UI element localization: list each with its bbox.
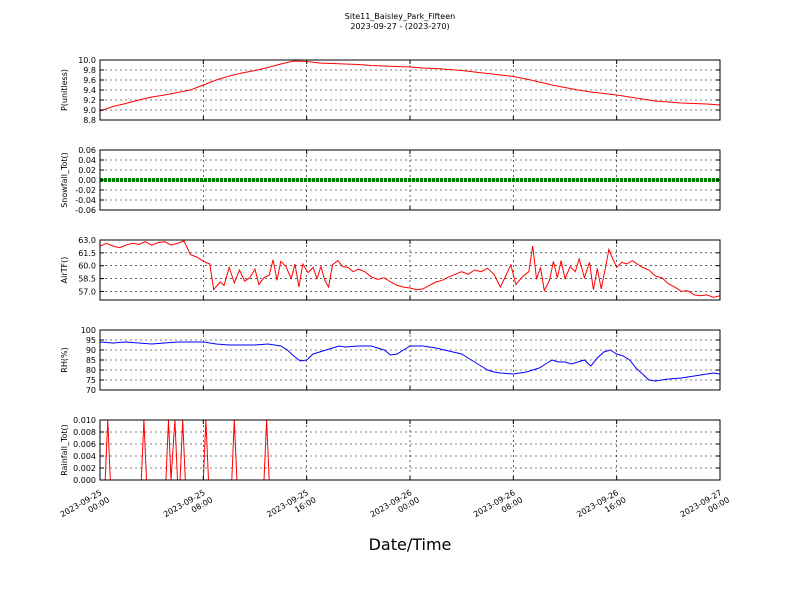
y-tick-label: 75 <box>86 376 96 385</box>
y-tick-label: 0.02 <box>78 166 96 175</box>
panel-1: 10.09.89.69.49.29.08.8 P(unitless) <box>60 56 721 125</box>
y-tick-label: 58.5 <box>78 275 96 284</box>
y-tick-label: 60.0 <box>78 262 96 271</box>
panel-2: 0.060.040.020.00-0.02-0.04-0.06 Snowfall_… <box>60 146 721 215</box>
y-tick-label: 90 <box>86 346 96 355</box>
series-line <box>100 240 720 298</box>
x-axis-label: Date/Time <box>369 535 452 554</box>
y-axis-label: AirTF() <box>60 257 69 284</box>
y-tick-label: 10.0 <box>78 56 96 65</box>
y-tick-label: -0.04 <box>75 196 96 205</box>
y-tick-label: 0.010 <box>73 416 96 425</box>
y-tick-label: 0.00 <box>78 176 96 185</box>
y-axis-label: P(unitless) <box>60 69 69 111</box>
y-axis-label: Snowfall_Tot() <box>60 152 69 208</box>
panel-5: 0.010 0.008 0.006 0.004 0.002 0.000 Rainfall_T… <box>60 416 721 485</box>
y-tick-label: 63.0 <box>78 236 96 245</box>
y-tick-label: 0.04 <box>78 156 96 165</box>
panels: 10.09.89.69.49.29.08.8P(unitless)0.060.0… <box>60 56 721 485</box>
y-tick-label: 100 <box>81 326 96 335</box>
y-tick-label: 0.002 <box>73 464 96 473</box>
chart-title: Site11_Baisley_Park_Fifteen <box>345 12 455 21</box>
y-tick-label: -0.06 <box>75 206 96 215</box>
y-tick-label: 8.8 <box>83 116 96 125</box>
y-tick-label: 0.006 <box>73 440 96 449</box>
y-tick-label: 85 <box>86 356 96 365</box>
y-tick-label: 9.6 <box>83 76 96 85</box>
panel-3: 63.0 61.5 60.0 58.5 57.0 AirTF() <box>60 236 721 301</box>
y-tick-label: 9.4 <box>83 86 96 95</box>
y-tick-label: 9.8 <box>83 66 96 75</box>
y-tick-label: 61.5 <box>78 249 96 258</box>
y-tick-label: 70 <box>86 386 96 395</box>
y-tick-label: 80 <box>86 366 96 375</box>
y-tick-label: 0.004 <box>73 452 96 461</box>
y-tick-label: 9.2 <box>83 96 96 105</box>
y-tick-label: 0.000 <box>73 476 96 485</box>
y-axis-label: Rainfall_Tot() <box>60 424 69 476</box>
y-tick-label: 95 <box>86 336 96 345</box>
y-tick-label: -0.02 <box>75 186 96 195</box>
y-tick-label: 57.0 <box>78 287 96 296</box>
y-tick-label: 0.008 <box>73 428 96 437</box>
chart-subtitle: 2023-09-27 - (2023-270) <box>350 22 449 31</box>
y-tick-label: 0.06 <box>78 146 96 155</box>
series-line <box>100 341 720 382</box>
y-axis-label: RH(%) <box>60 347 69 372</box>
y-tick-label: 9.0 <box>83 106 96 115</box>
series-line <box>100 60 720 112</box>
